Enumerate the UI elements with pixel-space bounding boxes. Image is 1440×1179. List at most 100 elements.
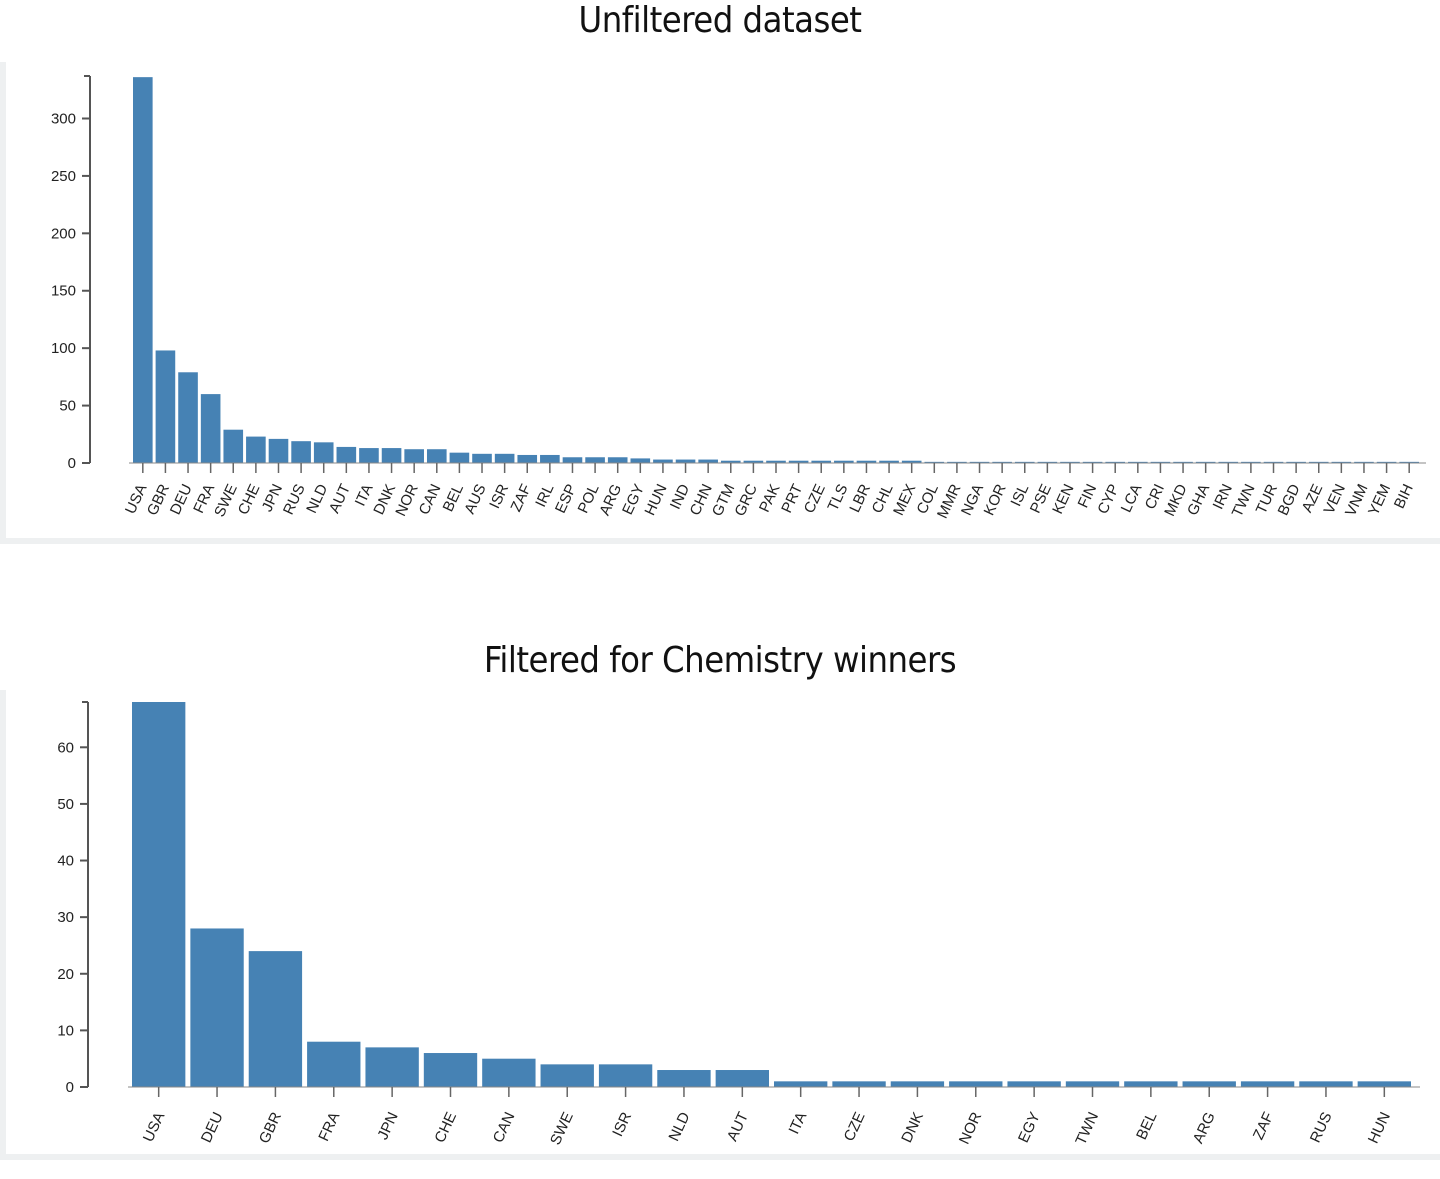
unfiltered-bar-cri	[1150, 461, 1171, 463]
unfiltered-bar-bel	[449, 452, 470, 463]
unfiltered-bar-hun	[653, 459, 673, 463]
unfiltered-bars	[133, 77, 1419, 463]
chart-title-unfiltered: Unfiltered dataset	[578, 0, 862, 41]
unfiltered-bar-deu	[178, 372, 198, 463]
unfiltered-bar-ind	[675, 459, 696, 463]
chemistry-bar-nld	[657, 1070, 711, 1087]
chemistry-bar-bel	[1124, 1081, 1178, 1087]
unfiltered-bar-egy	[630, 458, 651, 463]
unfiltered-bar-irn	[1218, 461, 1239, 463]
unfiltered-plot-bg	[6, 62, 1440, 538]
chemistry-bar-aut	[715, 1070, 769, 1087]
unfiltered-bar-nga	[969, 461, 990, 463]
chemistry-bar-jpn	[365, 1047, 419, 1087]
unfiltered-bar-ita	[359, 448, 379, 463]
unfiltered-bar-ken	[1060, 461, 1080, 463]
chemistry-y-tick-label: 30	[57, 909, 74, 926]
chemistry-y-tick-label: 0	[66, 1079, 74, 1096]
unfiltered-bar-gtm	[720, 460, 741, 463]
unfiltered-bar-col	[924, 461, 945, 463]
unfiltered-bar-yem	[1376, 461, 1397, 463]
unfiltered-bar-nld	[313, 442, 334, 463]
chemistry-bar-egy	[1007, 1081, 1061, 1087]
unfiltered-bar-ven	[1331, 461, 1352, 463]
unfiltered-y-tick-label: 100	[51, 340, 76, 357]
unfiltered-bar-kor	[992, 461, 1012, 463]
unfiltered-bar-pak	[766, 460, 786, 463]
chemistry-bar-isr	[598, 1064, 653, 1087]
unfiltered-bar-bih	[1399, 461, 1419, 463]
chemistry-bar-nor	[949, 1081, 1003, 1087]
unfiltered-y-tick-label: 250	[51, 168, 76, 185]
chart-title-chemistry: Filtered for Chemistry winners	[483, 640, 957, 681]
unfiltered-bar-aze	[1308, 461, 1329, 463]
chemistry-bar-gbr	[248, 951, 303, 1087]
unfiltered-bar-isr	[494, 453, 515, 463]
chemistry-y-tick-label: 20	[57, 966, 74, 983]
unfiltered-bar-tur	[1263, 461, 1284, 463]
unfiltered-bar-rus	[291, 441, 311, 463]
unfiltered-bar-esp	[562, 457, 583, 463]
unfiltered-bar-cyp	[1105, 461, 1126, 463]
unfiltered-bar-aut	[336, 446, 357, 463]
chemistry-bar-zaf	[1240, 1081, 1295, 1087]
unfiltered-bar-arg	[607, 457, 628, 463]
chemistry-bar-ita	[774, 1081, 828, 1087]
unfiltered-bar-mkd	[1173, 461, 1193, 463]
unfiltered-bar-fra	[200, 394, 221, 463]
unfiltered-bar-prt	[788, 460, 809, 463]
chemistry-bar-rus	[1299, 1081, 1353, 1087]
chart-chemistry: 0 10 20 30 40 50 60 USA DEU GBR FRA JPN CHE CAN SWE ISR…	[0, 690, 1440, 1174]
chemistry-bar-fra	[307, 1041, 361, 1087]
unfiltered-bar-cze	[811, 460, 832, 463]
chart-unfiltered: 0 50 100 150 200 250 300 USA GBR DEU FRA SWE CHE JPN R…	[0, 62, 1440, 544]
unfiltered-y-tick-label: 0	[68, 455, 76, 472]
chemistry-y-tick-label: 50	[57, 796, 74, 813]
chemistry-bar-hun	[1357, 1081, 1411, 1087]
unfiltered-bar-vnm	[1354, 461, 1374, 463]
chemistry-bar-twn	[1065, 1081, 1120, 1087]
unfiltered-bar-lbr	[856, 460, 877, 463]
unfiltered-bar-irl	[540, 454, 560, 463]
chemistry-bar-deu	[190, 928, 244, 1087]
unfiltered-bar-can	[426, 449, 447, 463]
unfiltered-bar-aus	[472, 453, 492, 463]
unfiltered-bar-pse	[1037, 461, 1058, 463]
unfiltered-y-tick-label: 50	[59, 398, 76, 415]
chemistry-bar-cze	[832, 1081, 886, 1087]
unfiltered-bar-tls	[834, 460, 854, 463]
unfiltered-bar-chn	[698, 459, 718, 463]
unfiltered-bar-fin	[1082, 461, 1103, 463]
chemistry-bar-swe	[540, 1064, 594, 1087]
chemistry-bar-che	[423, 1053, 478, 1087]
unfiltered-bar-isl	[1014, 461, 1035, 463]
chemistry-y-tick-label: 10	[57, 1022, 74, 1039]
unfiltered-y-tick-label: 150	[51, 283, 76, 300]
unfiltered-bar-mex	[901, 460, 922, 463]
unfiltered-bar-grc	[743, 460, 764, 463]
unfiltered-y-tick-label: 200	[51, 225, 76, 242]
chemistry-bars	[132, 702, 1411, 1087]
chemistry-y-axis: 0 10 20 30 40 50 60	[57, 701, 89, 1096]
unfiltered-y-axis: 0 50 100 150 200 250 300	[51, 75, 91, 472]
chemistry-bar-arg	[1182, 1081, 1236, 1087]
unfiltered-bar-gbr	[155, 350, 176, 463]
unfiltered-bar-pol	[585, 457, 605, 463]
unfiltered-bar-nor	[404, 449, 424, 463]
unfiltered-bar-dnk	[381, 448, 402, 463]
unfiltered-y-tick-label: 300	[51, 110, 76, 127]
unfiltered-bar-usa	[133, 77, 153, 463]
chart-unfiltered-svg: 050100150200250300USAGBRDEUFRASWECHEJPNR…	[0, 62, 1440, 544]
unfiltered-bar-bgd	[1286, 461, 1306, 463]
unfiltered-bar-lca	[1128, 461, 1148, 463]
chemistry-bar-usa	[132, 702, 186, 1087]
unfiltered-bar-swe	[223, 429, 244, 463]
chemistry-bar-can	[482, 1058, 536, 1087]
chemistry-y-tick-label: 60	[57, 739, 74, 756]
unfiltered-bar-jpn	[268, 438, 289, 463]
unfiltered-bar-che	[246, 436, 266, 463]
unfiltered-bar-gha	[1195, 461, 1216, 463]
unfiltered-bar-twn	[1241, 461, 1261, 463]
unfiltered-bar-chl	[879, 460, 899, 463]
